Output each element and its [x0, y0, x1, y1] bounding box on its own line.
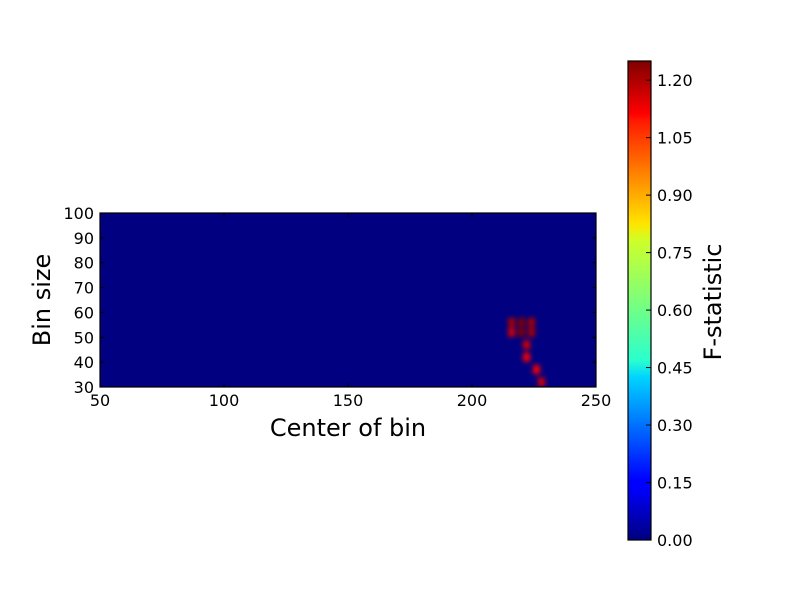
heatmap-cell — [523, 340, 531, 350]
colorbar-tick-label: 1.05 — [657, 129, 693, 148]
colorbar-tick-label: 0.45 — [657, 359, 693, 378]
heatmap-background — [100, 213, 596, 387]
colorbar-tick-label: 0.60 — [657, 301, 693, 320]
heatmap-cell — [508, 327, 516, 337]
colorbar-tick-label: 0.90 — [657, 186, 693, 205]
heatmap-cell — [537, 377, 545, 387]
x-tick-label: 50 — [90, 391, 110, 410]
heatmap-cell — [523, 352, 531, 362]
colorbar-tick-label: 0.00 — [657, 531, 693, 550]
axis-ticks: 50 100 150 200 250 30 40 50 60 70 80 90 100 — [63, 204, 611, 410]
y-tick-label: 30 — [74, 378, 94, 397]
colorbar-tick-label: 0.15 — [657, 474, 693, 493]
x-axis-label: Center of bin — [270, 414, 426, 442]
x-tick-label: 250 — [581, 391, 612, 410]
colorbar-label: F-statistic — [699, 244, 727, 361]
x-tick-label: 100 — [209, 391, 240, 410]
y-tick-label: 100 — [63, 204, 94, 223]
y-tick-label: 90 — [74, 229, 94, 248]
heatmap-cell — [532, 365, 540, 375]
heatmap-cell — [508, 317, 516, 327]
heatmap-cell — [528, 327, 536, 337]
colorbar-tick-label: 0.75 — [657, 244, 693, 263]
y-axis-label: Bin size — [28, 254, 56, 347]
colorbar-tick-label: 0.30 — [657, 416, 693, 435]
heatmap-hotspots — [508, 317, 545, 387]
colorbar-ticks: 0.00 0.15 0.30 0.45 0.60 0.75 0.90 1.05 1.20 — [646, 71, 693, 550]
colorbar — [627, 60, 652, 541]
heatmap-cell — [528, 317, 536, 327]
y-tick-label: 40 — [74, 353, 94, 372]
x-tick-label: 200 — [457, 391, 488, 410]
heatmap-cell — [518, 317, 526, 327]
y-tick-label: 80 — [74, 254, 94, 273]
y-tick-label: 70 — [74, 279, 94, 298]
x-tick-label: 150 — [333, 391, 364, 410]
heatmap-cell — [518, 327, 526, 337]
y-tick-label: 50 — [74, 328, 94, 347]
y-tick-label: 60 — [74, 303, 94, 322]
colorbar-tick-label: 1.20 — [657, 71, 693, 90]
